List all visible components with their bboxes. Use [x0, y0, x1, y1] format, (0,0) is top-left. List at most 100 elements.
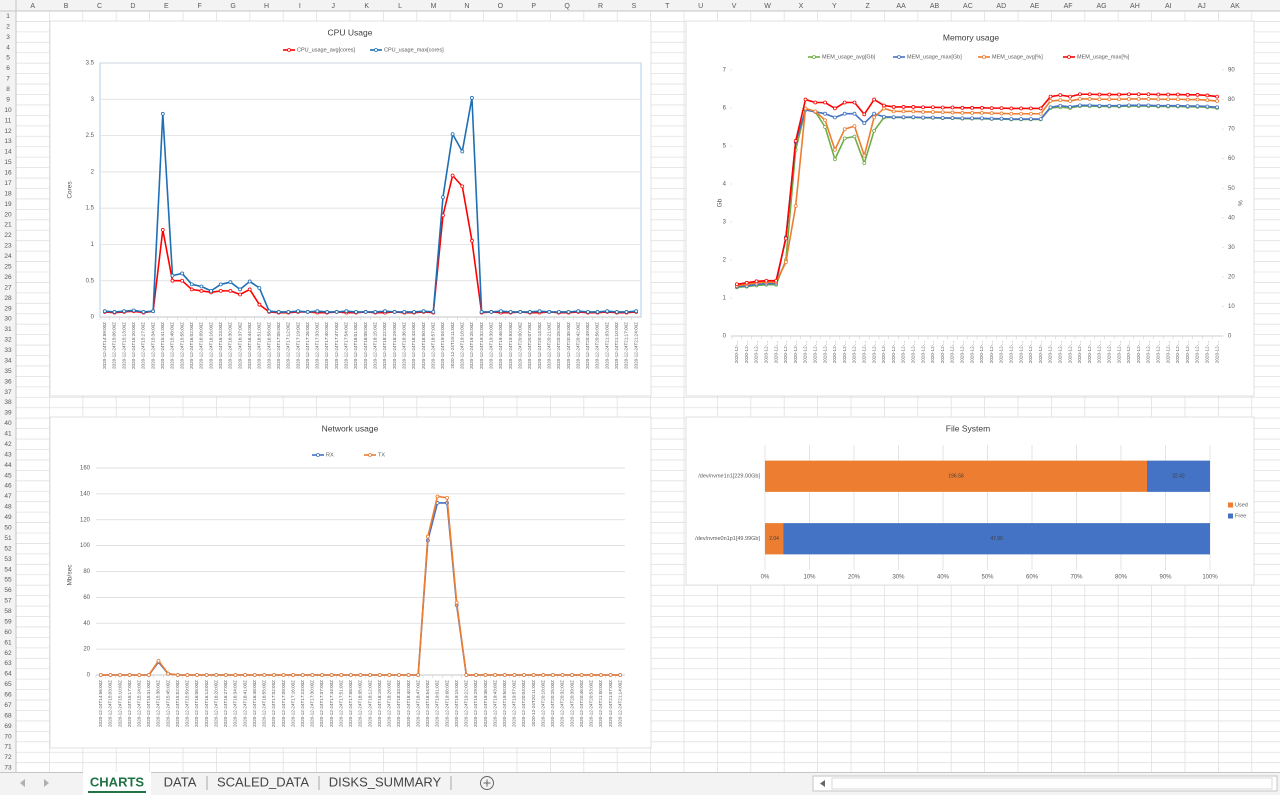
column-header[interactable]: AK [1230, 3, 1240, 10]
row-header[interactable]: 69 [4, 723, 12, 730]
row-header[interactable]: 64 [4, 671, 12, 678]
row-header[interactable]: 52 [4, 545, 12, 552]
scroll-tabs-right[interactable] [44, 779, 49, 787]
row-header[interactable]: 25 [4, 263, 12, 270]
row-header[interactable]: 39 [4, 410, 12, 417]
column-header[interactable]: U [698, 3, 703, 10]
column-header[interactable]: AC [963, 3, 973, 10]
row-header[interactable]: 31 [4, 326, 12, 333]
row-header[interactable]: 6 [6, 65, 10, 72]
column-header[interactable]: Z [866, 3, 871, 10]
column-header[interactable]: AG [1096, 3, 1106, 10]
sheet-tab[interactable]: SCALED_DATA [217, 774, 309, 789]
row-header[interactable]: 22 [4, 232, 12, 239]
row-header[interactable]: 67 [4, 702, 12, 709]
column-header[interactable]: D [130, 3, 135, 10]
column-header[interactable]: G [230, 3, 235, 10]
row-header[interactable]: 33 [4, 347, 12, 354]
row-header[interactable]: 55 [4, 577, 12, 584]
row-header[interactable]: 15 [4, 159, 12, 166]
row-header[interactable]: 36 [4, 378, 12, 385]
row-header[interactable]: 16 [4, 170, 12, 177]
row-header[interactable]: 60 [4, 629, 12, 636]
row-header[interactable]: 2 [6, 23, 10, 30]
column-header[interactable]: S [632, 3, 637, 10]
column-header[interactable]: K [364, 3, 369, 10]
row-header[interactable]: 59 [4, 618, 12, 625]
column-header[interactable]: B [64, 3, 69, 10]
column-header[interactable]: H [264, 3, 269, 10]
column-header[interactable]: AA [896, 3, 906, 10]
scroll-thumb[interactable] [831, 777, 1273, 790]
row-header[interactable]: 58 [4, 608, 12, 615]
row-header[interactable]: 14 [4, 149, 12, 156]
row-header[interactable]: 68 [4, 712, 12, 719]
column-header[interactable]: J [332, 3, 336, 10]
column-header[interactable]: P [531, 3, 536, 10]
row-header[interactable]: 73 [4, 765, 12, 772]
column-header[interactable]: AF [1064, 3, 1073, 10]
column-header[interactable]: X [799, 3, 804, 10]
column-header[interactable]: AJ [1198, 3, 1206, 10]
row-header[interactable]: 47 [4, 493, 12, 500]
row-header[interactable]: 42 [4, 441, 12, 448]
row-header[interactable]: 61 [4, 639, 12, 646]
row-header[interactable]: 20 [4, 211, 12, 218]
row-header[interactable]: 7 [6, 76, 10, 83]
column-header[interactable]: O [498, 3, 504, 10]
row-header[interactable]: 30 [4, 316, 12, 323]
row-header[interactable]: 51 [4, 535, 12, 542]
row-header[interactable]: 10 [4, 107, 12, 114]
row-header[interactable]: 48 [4, 504, 12, 511]
row-header[interactable]: 49 [4, 514, 12, 521]
row-header[interactable]: 38 [4, 399, 12, 406]
column-header[interactable]: F [198, 3, 202, 10]
row-header[interactable]: 17 [4, 180, 12, 187]
sheet-tab[interactable]: DATA [164, 774, 197, 789]
row-header[interactable]: 40 [4, 420, 12, 427]
row-header[interactable]: 34 [4, 357, 12, 364]
row-header[interactable]: 63 [4, 660, 12, 667]
column-header[interactable]: AB [930, 3, 940, 10]
column-header[interactable]: Y [832, 3, 837, 10]
column-header[interactable]: T [665, 3, 670, 10]
scroll-tabs-left[interactable] [20, 779, 25, 787]
row-header[interactable]: 32 [4, 337, 12, 344]
column-header[interactable]: N [464, 3, 469, 10]
row-header[interactable]: 56 [4, 587, 12, 594]
column-header[interactable]: R [598, 3, 603, 10]
column-header[interactable]: A [30, 3, 35, 10]
column-header[interactable]: V [732, 3, 737, 10]
column-header[interactable]: W [764, 3, 771, 10]
column-header[interactable]: AH [1130, 3, 1140, 10]
row-header[interactable]: 26 [4, 274, 12, 281]
row-header[interactable]: 45 [4, 472, 12, 479]
row-header[interactable]: 27 [4, 284, 12, 291]
row-header[interactable]: 62 [4, 650, 12, 657]
row-header[interactable]: 53 [4, 556, 12, 563]
scroll-left[interactable] [820, 780, 825, 787]
row-header[interactable]: 3 [6, 34, 10, 41]
row-header[interactable]: 54 [4, 566, 12, 573]
row-header[interactable]: 29 [4, 305, 12, 312]
row-header[interactable]: 66 [4, 692, 12, 699]
column-header[interactable]: AD [996, 3, 1006, 10]
row-header[interactable]: 37 [4, 389, 12, 396]
add-sheet-button[interactable] [480, 776, 494, 790]
row-header[interactable]: 4 [6, 44, 10, 51]
row-header[interactable]: 21 [4, 222, 12, 229]
row-header[interactable]: 13 [4, 138, 12, 145]
row-header[interactable]: 50 [4, 524, 12, 531]
row-header[interactable]: 18 [4, 190, 12, 197]
column-header[interactable]: L [398, 3, 402, 10]
row-header[interactable]: 35 [4, 368, 12, 375]
column-header[interactable]: AE [1030, 3, 1040, 10]
column-header[interactable]: C [97, 3, 102, 10]
row-header[interactable]: 72 [4, 754, 12, 761]
row-header[interactable]: 46 [4, 483, 12, 490]
row-header[interactable]: 41 [4, 431, 12, 438]
row-header[interactable]: 28 [4, 295, 12, 302]
column-header[interactable]: E [164, 3, 169, 10]
row-header[interactable]: 12 [4, 128, 12, 135]
row-header[interactable]: 71 [4, 744, 12, 751]
